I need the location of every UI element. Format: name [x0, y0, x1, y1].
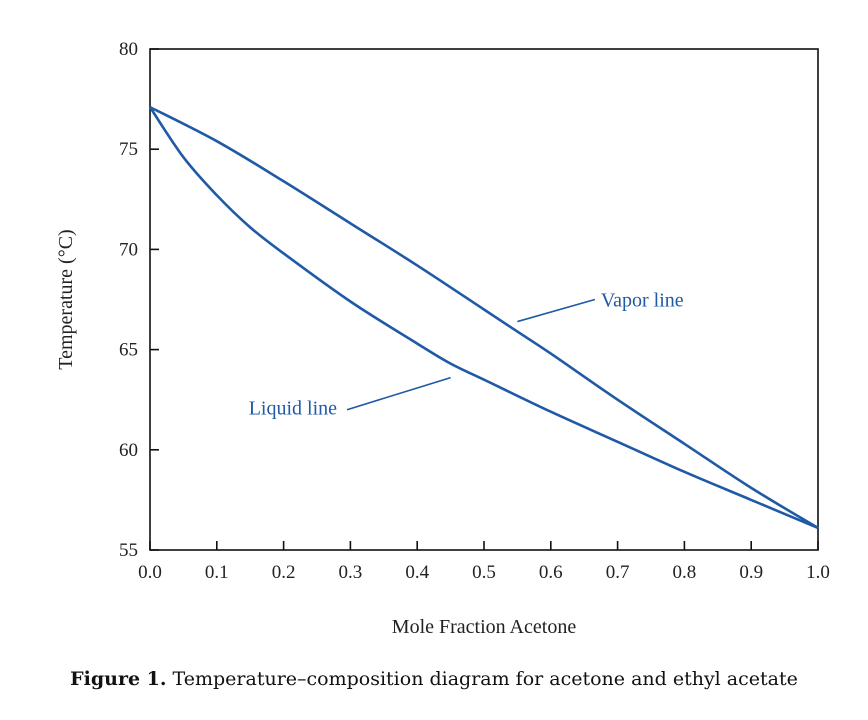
y-tick-label: 65: [119, 340, 138, 361]
vapor-line-curve: [149, 105, 819, 530]
x-tick-label: 0.5: [472, 562, 496, 583]
vapor-line-annotation-label: Vapor line: [601, 290, 684, 312]
liquid-line-curve: [148, 106, 819, 530]
y-tick-label: 70: [119, 239, 138, 260]
liquid-line-annotation-label: Liquid line: [249, 398, 337, 420]
y-tick-label: 60: [119, 440, 138, 461]
x-tick-label: 0.6: [539, 562, 563, 583]
y-tick-label: 75: [119, 139, 138, 160]
x-tick-label: 0.9: [739, 562, 763, 583]
x-tick-label: 0.0: [138, 562, 162, 583]
x-tick-label: 1.0: [806, 562, 830, 583]
x-tick-label: 0.1: [205, 562, 229, 583]
vapor-line-annotation-leader: [517, 298, 596, 323]
y-tick-label: 80: [119, 39, 138, 60]
x-tick-label: 0.4: [405, 562, 429, 583]
plot-area-frame: [149, 48, 819, 551]
x-axis-title: Mole Fraction Acetone: [392, 616, 577, 638]
x-tick-label: 0.8: [673, 562, 697, 583]
x-tick-label: 0.2: [272, 562, 296, 583]
figure-caption: Figure 1. Temperature–composition diagra…: [0, 668, 868, 690]
y-axis-title: Temperature (°C): [55, 229, 77, 369]
y-tick-label: 55: [119, 540, 138, 561]
x-tick-label: 0.7: [606, 562, 630, 583]
figure-caption-label: Figure 1.: [70, 668, 167, 690]
x-tick-label: 0.3: [339, 562, 363, 583]
temperature-composition-chart: 55 60 65 70 75 80 0.0 0.1 0.2 0.3 0.4 0.5 0.6 0.7 0.8…: [55, 39, 830, 638]
figure-caption-text: Temperature–composition diagram for acet…: [172, 668, 798, 690]
liquid-line-annotation-leader: [346, 376, 451, 411]
